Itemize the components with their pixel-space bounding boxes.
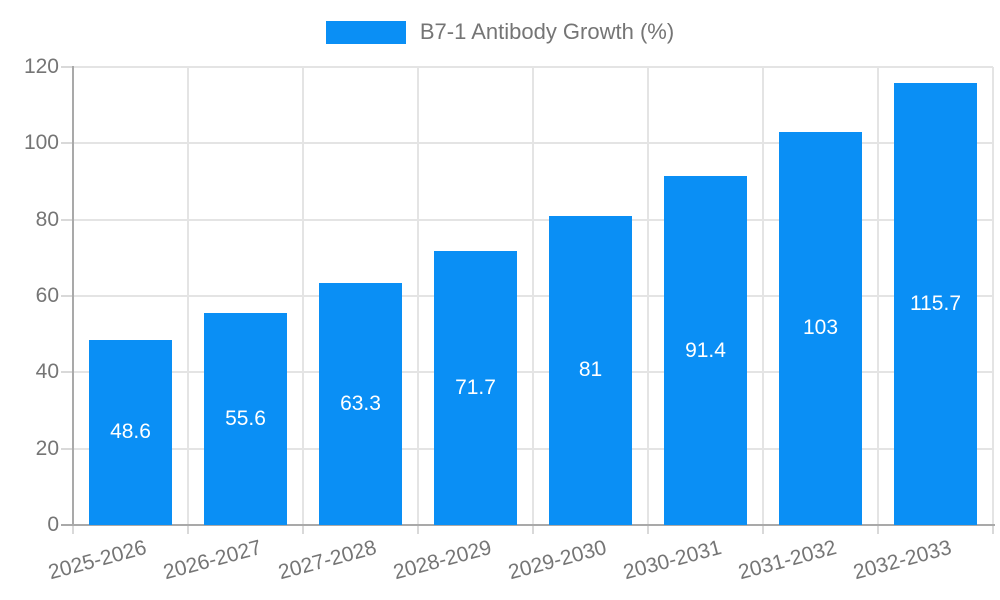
v-gridline (532, 67, 534, 525)
x-tick-mark (417, 525, 419, 534)
bar-value-label: 91.4 (685, 338, 726, 362)
x-tick-mark (647, 525, 649, 534)
y-tick-label: 20 (35, 436, 59, 460)
y-tick-label: 40 (35, 360, 59, 384)
bar-value-label: 81 (578, 358, 603, 382)
y-tick-label: 60 (35, 284, 59, 307)
y-tick-mark (61, 66, 73, 68)
bar-value-label: 71.7 (455, 376, 496, 400)
bar[interactable] (319, 283, 402, 525)
x-axis-line (61, 524, 995, 526)
y-tick-mark (61, 371, 73, 374)
x-tick-mark (877, 525, 879, 534)
y-tick-label: 120 (23, 55, 59, 78)
y-axis-line (72, 66, 74, 526)
y-tick-mark (61, 447, 73, 450)
bar[interactable] (549, 215, 632, 525)
chart-legend[interactable]: B7-1 Antibody Growth (%) (0, 19, 1000, 45)
y-tick-label: 0 (47, 513, 59, 536)
bar[interactable] (779, 131, 862, 525)
x-tick-mark (187, 525, 189, 534)
legend-swatch (325, 20, 406, 44)
x-tick-mark (302, 525, 304, 534)
y-tick-mark (61, 142, 73, 145)
x-tick-mark (992, 525, 994, 534)
bar[interactable] (89, 339, 172, 525)
v-gridline (762, 67, 764, 525)
bar-value-label: 63.3 (340, 392, 381, 416)
v-gridline (992, 67, 994, 525)
y-tick-mark (61, 295, 73, 297)
bar[interactable] (894, 83, 977, 525)
bar[interactable] (664, 176, 747, 525)
x-tick-mark (532, 525, 534, 534)
v-gridline (302, 67, 304, 525)
x-tick-mark (72, 525, 74, 534)
bar-value-label: 55.6 (225, 406, 266, 430)
bar[interactable] (434, 251, 517, 525)
bar-value-label: 103 (802, 316, 839, 340)
bar-value-label: 115.7 (910, 292, 961, 316)
x-tick-mark (762, 525, 764, 534)
y-tick-mark (61, 218, 73, 221)
v-gridline (647, 67, 649, 525)
v-gridline (187, 67, 189, 525)
y-tick-label: 80 (35, 207, 59, 231)
bar[interactable] (204, 312, 287, 525)
v-gridline (417, 67, 419, 525)
y-tick-label: 100 (23, 131, 59, 155)
v-gridline (877, 67, 879, 525)
bar-value-label: 48.6 (110, 420, 151, 444)
legend-label: B7-1 Antibody Growth (%) (419, 19, 675, 44)
